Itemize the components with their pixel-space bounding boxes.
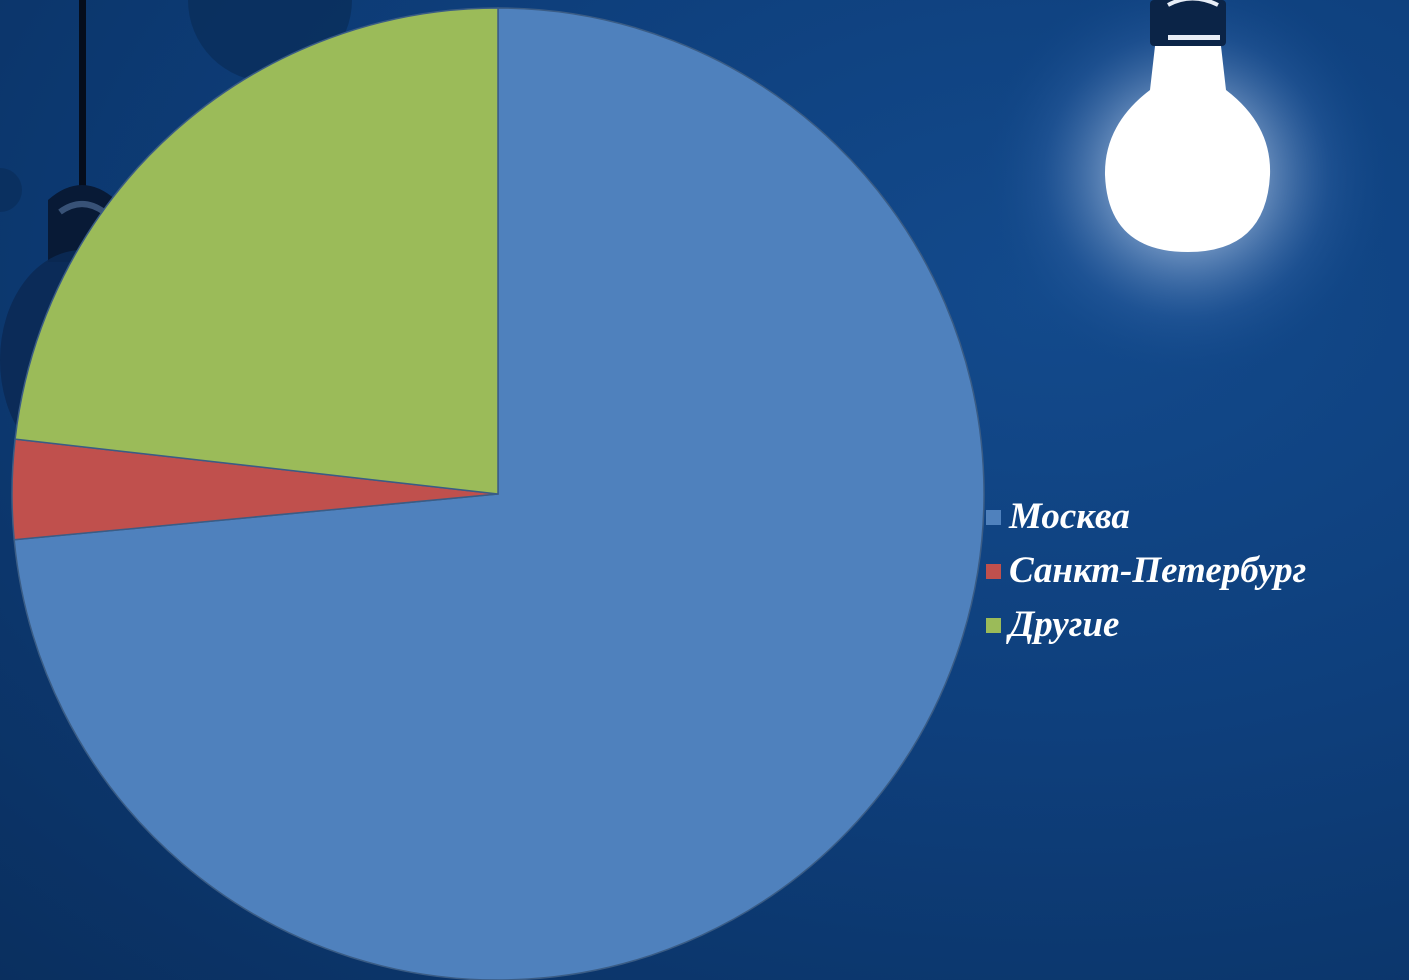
legend-swatch [986,563,1001,579]
chart-legend: Москва Санкт-Петербург Другие [986,490,1406,652]
legend-item-moscow: Москва [986,490,1406,544]
legend-item-others: Другие [986,598,1406,652]
legend-label: Другие [1009,604,1120,645]
light-bulb-glowing-icon [982,0,1392,380]
legend-label: Москва [1009,496,1130,537]
decor-circle [0,168,22,212]
legend-item-saint-petersburg: Санкт-Петербург [986,544,1406,598]
legend-swatch [986,509,1001,525]
pie-slice-moscow [13,7,985,980]
pie-slice-others [14,7,499,495]
legend-label: Санкт-Петербург [1009,550,1307,591]
legend-swatch [986,617,1001,633]
